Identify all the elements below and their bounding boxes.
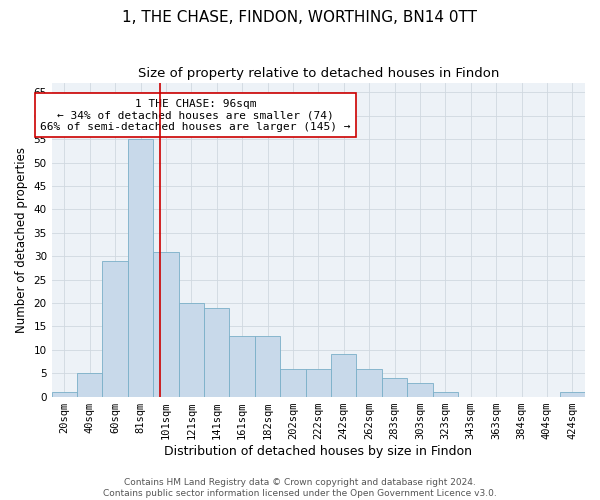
- Bar: [356, 368, 382, 396]
- Bar: [407, 382, 433, 396]
- Bar: [280, 368, 305, 396]
- Bar: [179, 303, 204, 396]
- Bar: [305, 368, 331, 396]
- Bar: [255, 336, 280, 396]
- Bar: [153, 252, 179, 396]
- Bar: [204, 308, 229, 396]
- X-axis label: Distribution of detached houses by size in Findon: Distribution of detached houses by size …: [164, 444, 472, 458]
- Bar: [433, 392, 458, 396]
- Text: 1 THE CHASE: 96sqm
← 34% of detached houses are smaller (74)
66% of semi-detache: 1 THE CHASE: 96sqm ← 34% of detached hou…: [40, 98, 351, 132]
- Title: Size of property relative to detached houses in Findon: Size of property relative to detached ho…: [137, 68, 499, 80]
- Text: 1, THE CHASE, FINDON, WORTHING, BN14 0TT: 1, THE CHASE, FINDON, WORTHING, BN14 0TT: [122, 10, 478, 25]
- Bar: [382, 378, 407, 396]
- Bar: [331, 354, 356, 397]
- Y-axis label: Number of detached properties: Number of detached properties: [15, 147, 28, 333]
- Bar: [52, 392, 77, 396]
- Bar: [77, 373, 103, 396]
- Bar: [103, 261, 128, 396]
- Bar: [229, 336, 255, 396]
- Bar: [128, 139, 153, 396]
- Text: Contains HM Land Registry data © Crown copyright and database right 2024.
Contai: Contains HM Land Registry data © Crown c…: [103, 478, 497, 498]
- Bar: [560, 392, 585, 396]
